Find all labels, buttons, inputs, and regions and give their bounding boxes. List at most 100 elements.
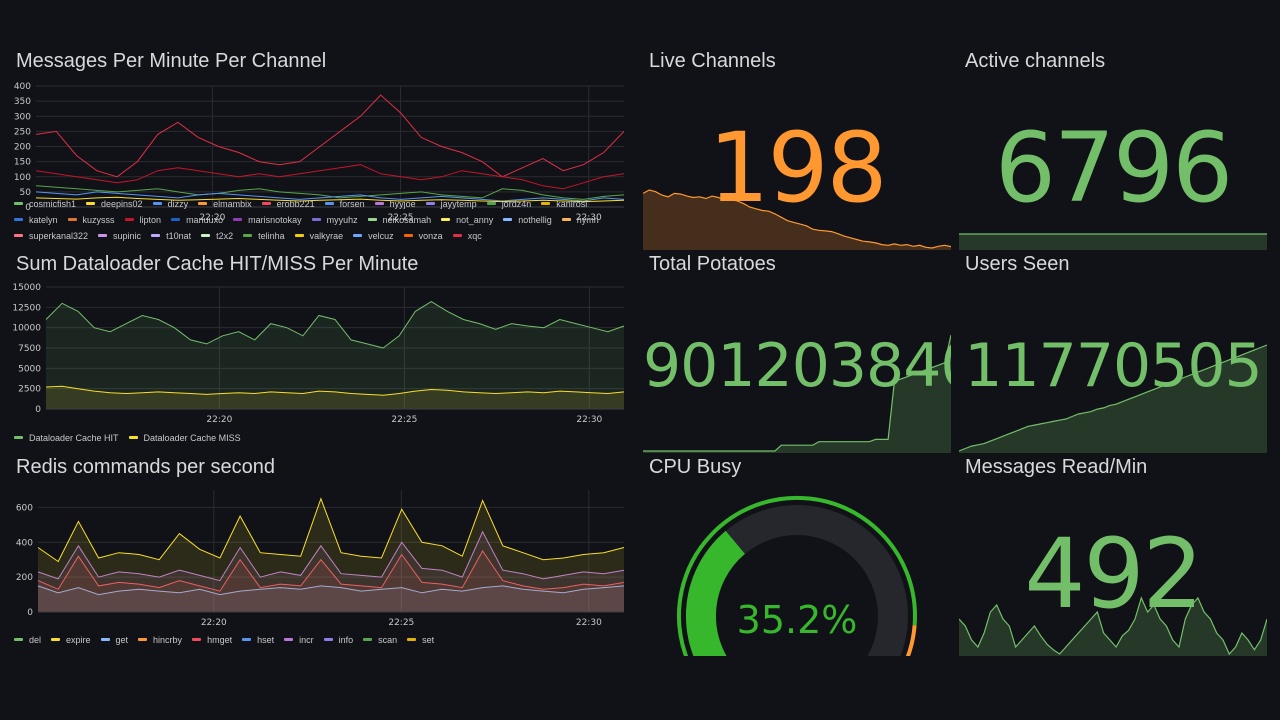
series-area (38, 498, 624, 612)
legend-item[interactable]: incr (284, 632, 314, 648)
legend-item[interactable]: expire (51, 632, 91, 648)
legend-label: Dataloader Cache HIT (29, 433, 119, 443)
legend-label: info (338, 635, 354, 645)
legend-swatch (201, 234, 211, 238)
legend-item[interactable]: supinic (98, 228, 141, 244)
series-line-xqc[interactable] (35, 94, 625, 178)
redis-panel: Redis commands per second 0 200 400 600 22:2… (10, 456, 630, 651)
legend-item[interactable]: vonza (403, 228, 443, 244)
legend-label: hmget (207, 635, 233, 645)
legend-item[interactable]: jordz4n (486, 196, 531, 212)
legend-item[interactable]: scan (363, 632, 397, 648)
legend-item[interactable]: dizzy (152, 196, 188, 212)
total-potatoes-panel: Total Potatoes 901203840 (643, 253, 951, 453)
series-line-expire[interactable] (37, 497, 625, 563)
legend-item[interactable]: hyyjoe (374, 196, 416, 212)
y-tick-label: 200 (16, 573, 33, 583)
messages-chart[interactable]: 0 50 100 150 200 250 300 350 400 22:20 22:25 22:30 (10, 80, 630, 225)
legend-item[interactable]: elmambix (198, 196, 252, 212)
legend-item[interactable]: del (14, 632, 41, 648)
y-tick-label: 300 (14, 112, 31, 122)
legend-item[interactable]: myyuhz (311, 212, 358, 228)
legend-item[interactable]: erobb221 (261, 196, 315, 212)
legend-item[interactable]: nothellig (503, 212, 552, 228)
users-seen-panel: Users Seen 11770505 (959, 253, 1267, 453)
legend-label: kanirosi (556, 199, 588, 209)
legend-item[interactable]: set (407, 632, 434, 648)
series-line-hmget[interactable] (37, 550, 625, 592)
legend-label: erobb221 (276, 199, 315, 209)
legend-label: velcuz (368, 231, 394, 241)
redis-chart[interactable]: 0 200 400 600 22:20 22:25 22:30 (10, 484, 630, 634)
legend-item[interactable]: xqc (452, 228, 482, 244)
y-tick-label: 0 (35, 405, 41, 415)
sparkline-area (959, 234, 1267, 250)
series-line-dataloader-cache-miss[interactable] (45, 385, 625, 396)
legend-item[interactable]: valkyrae (294, 228, 343, 244)
legend-item[interactable]: Dataloader Cache HIT (14, 430, 119, 446)
series-line-deepins02[interactable] (35, 196, 625, 203)
legend-item[interactable]: kuzysss (67, 212, 115, 228)
legend-item[interactable]: not_anny (441, 212, 493, 228)
legend-item[interactable]: forsen (324, 196, 365, 212)
legend-swatch (284, 638, 294, 642)
legend-item[interactable]: nymn (561, 212, 599, 228)
gauge-value-arc (686, 530, 746, 656)
y-tick-label: 400 (14, 82, 31, 92)
legend-swatch (171, 218, 181, 222)
legend-item[interactable]: jayytemp (425, 196, 477, 212)
cache-chart[interactable]: 0 2500 5000 7500 10000 12500 15000 22:20 22:25 22… (10, 281, 630, 431)
legend-swatch (353, 234, 363, 238)
legend-item[interactable]: kanirosi (541, 196, 587, 212)
series-line-get[interactable] (37, 585, 625, 596)
legend-item[interactable]: hmget (192, 632, 232, 648)
legend-swatch (14, 218, 23, 222)
legend-label: get (115, 635, 129, 645)
legend-item[interactable]: t10nat (151, 228, 191, 244)
series-line-incr[interactable] (37, 530, 625, 582)
messages-read-panel: Messages Read/Min 492 (959, 456, 1267, 656)
legend-label: superkanal322 (29, 231, 89, 241)
legend-label: Dataloader Cache MISS (143, 433, 241, 443)
legend-item[interactable]: manuuxo (171, 212, 223, 228)
legend-item[interactable]: Dataloader Cache MISS (128, 430, 241, 446)
legend-item[interactable]: deepins02 (86, 196, 143, 212)
panel-title: Users Seen (965, 253, 1070, 275)
legend-label: set (422, 635, 435, 645)
legend-swatch (452, 234, 462, 238)
legend-item[interactable]: telinha (243, 228, 285, 244)
legend-label: deepins02 (101, 199, 143, 209)
panel-title: Messages Per Minute Per Channel (16, 50, 327, 72)
legend-swatch (242, 638, 252, 642)
legend-item[interactable]: hset (242, 632, 274, 648)
legend-item[interactable]: cosmicfish1 (14, 196, 76, 212)
legend-item[interactable]: hincrby (138, 632, 182, 648)
legend-swatch (51, 638, 61, 642)
legend-swatch (503, 218, 513, 222)
y-tick-label: 0 (27, 608, 33, 618)
series-line-forsen[interactable] (35, 191, 625, 202)
series-line-lipton[interactable] (35, 164, 625, 190)
panel-title: Messages Read/Min (965, 456, 1148, 478)
x-tick-label: 22:30 (576, 415, 602, 425)
legend-item[interactable]: info (323, 632, 354, 648)
legend-item[interactable]: superkanal322 (14, 228, 88, 244)
legend-label: manuuxo (186, 215, 224, 225)
legend-swatch (86, 202, 96, 206)
legend-item[interactable]: t2x2 (201, 228, 233, 244)
series-line-jordz4n[interactable] (35, 185, 625, 200)
legend-item[interactable]: lipton (124, 212, 161, 228)
series-line-dataloader-cache-hit[interactable] (45, 301, 625, 349)
legend-swatch (367, 218, 377, 222)
legend-item[interactable]: velcuz (353, 228, 394, 244)
legend-item[interactable]: marisnotokay (233, 212, 302, 228)
legend: Dataloader Cache HIT Dataloader Cache MIS… (14, 430, 624, 446)
legend-item[interactable]: get (100, 632, 129, 648)
y-tick-label: 150 (14, 158, 31, 168)
legend-swatch (243, 234, 253, 238)
legend-item[interactable]: neikosamah (367, 212, 431, 228)
x-tick-label: 22:30 (576, 618, 602, 628)
x-tick-label: 22:20 (199, 213, 225, 223)
legend-item[interactable]: katelyn (14, 212, 58, 228)
legend-swatch (67, 218, 77, 222)
